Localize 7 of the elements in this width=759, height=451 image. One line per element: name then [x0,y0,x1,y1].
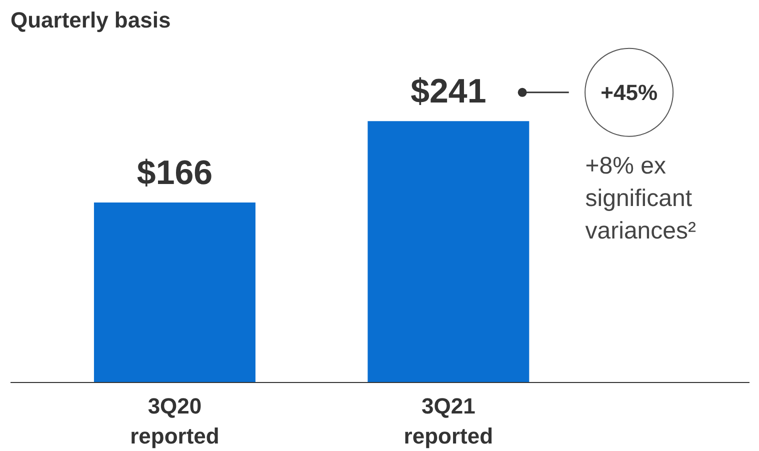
annotation: +8% ex significant variances² [585,152,696,244]
data-label: $241 [410,72,486,111]
x-tick-label: 3Q21 reported [404,394,494,448]
x-tick-label: 3Q20 reported [130,394,220,448]
chart-title: Quarterly basis [10,8,171,32]
data-label: $166 [136,154,213,192]
text: +45% [600,80,658,105]
